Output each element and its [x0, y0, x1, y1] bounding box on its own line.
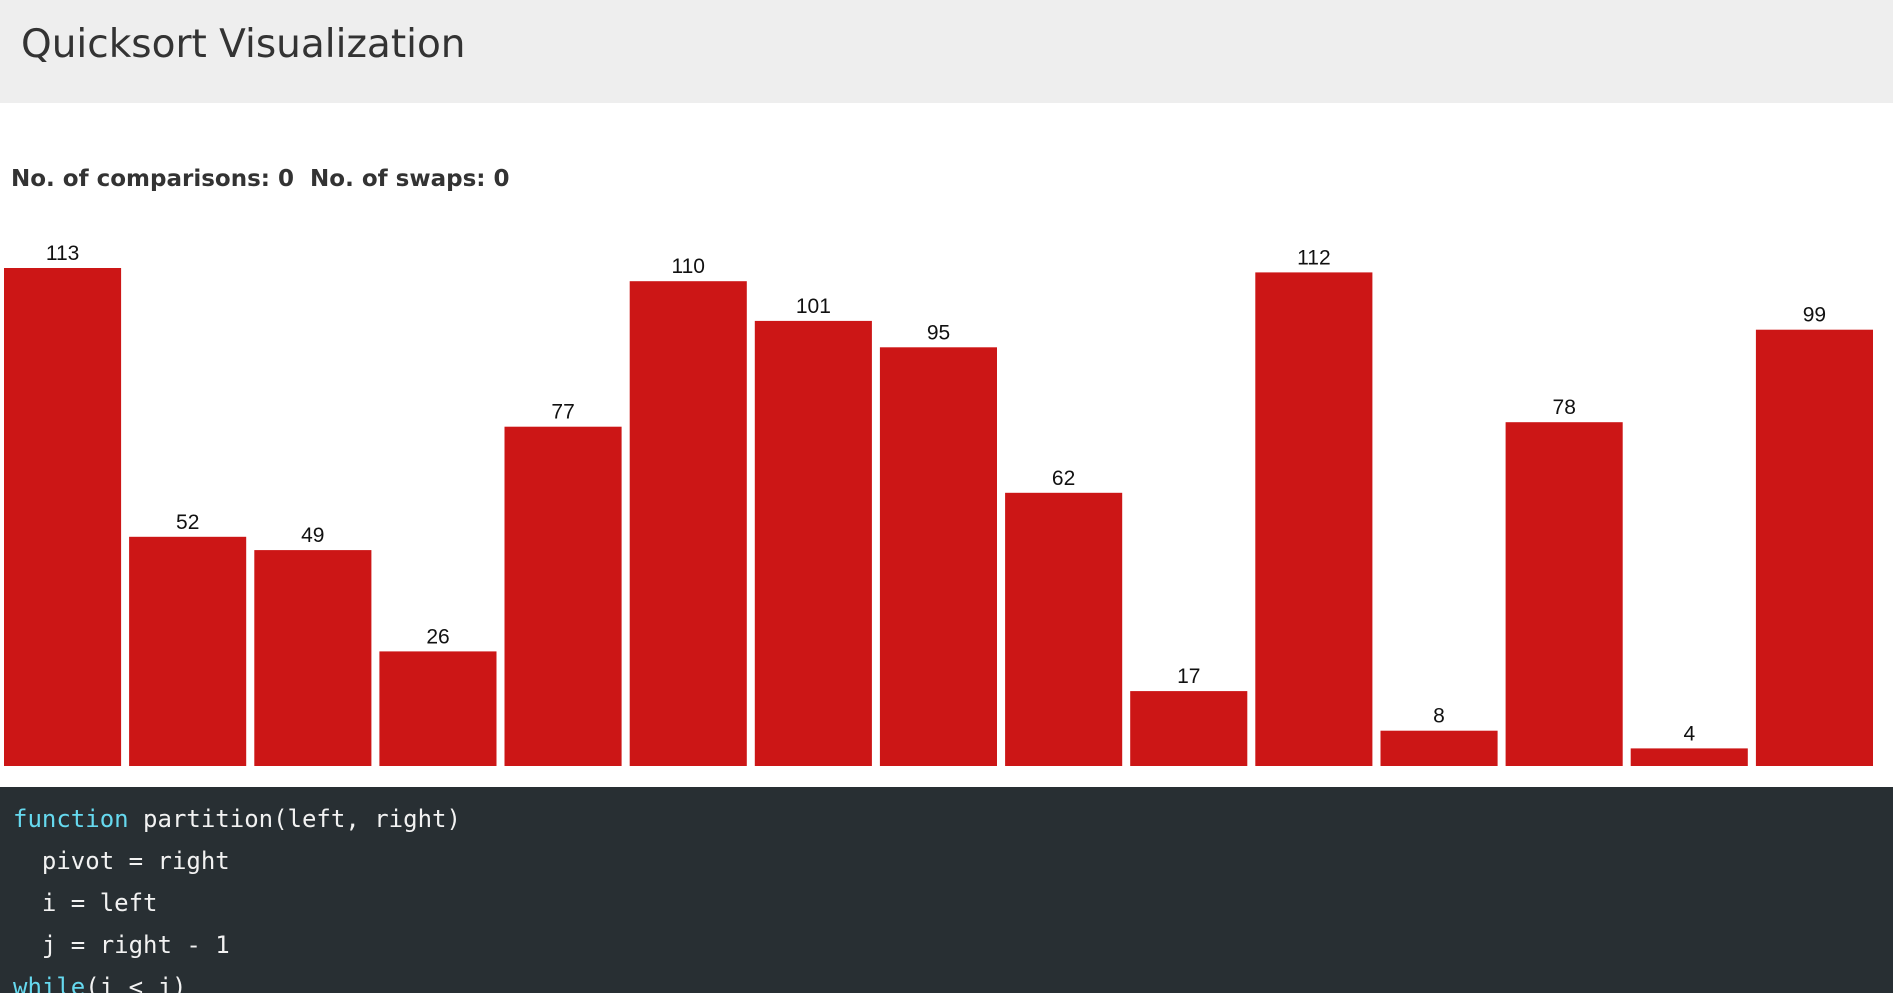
bar-value-label: 8	[1433, 705, 1445, 728]
bar	[629, 281, 747, 766]
bar-value-label: 62	[1052, 467, 1075, 490]
header-bar: Quicksort Visualization	[0, 0, 1893, 103]
bar	[254, 550, 372, 766]
code-text: (i < j)	[85, 973, 187, 993]
bar-value-label: 101	[796, 295, 831, 318]
bar-value-label: 113	[46, 242, 79, 265]
bar-chart: 113 52 49 26 77 110 101 95 62 17 112 8 78 4 99	[4, 242, 1873, 766]
bar-value-label: 26	[426, 625, 449, 648]
bar-value-label: 52	[176, 511, 199, 534]
code-line-5: while(i < j)	[13, 973, 186, 993]
bar-value-label: 99	[1803, 304, 1826, 327]
page-title: Quicksort Visualization	[21, 22, 466, 67]
code-text: partition(left, right)	[128, 805, 461, 833]
bar	[1755, 329, 1873, 766]
swaps-label: No. of swaps:	[310, 166, 486, 192]
comparisons-count: 0	[278, 166, 295, 192]
bar-value-label: 77	[551, 401, 574, 424]
bar-value-label: 78	[1553, 396, 1576, 419]
bar	[1630, 748, 1748, 766]
bar	[379, 651, 497, 766]
bar	[129, 536, 247, 766]
bar	[1380, 730, 1498, 766]
bar	[1505, 422, 1623, 766]
bar	[1255, 272, 1373, 766]
code-panel: function partition(left, right) pivot = …	[0, 787, 1893, 993]
bar	[4, 268, 122, 766]
bar	[879, 347, 997, 766]
stats-line: No. of comparisons: 0 No. of swaps: 0	[11, 166, 509, 192]
bar-value-label: 4	[1683, 722, 1695, 745]
bar-value-label: 110	[671, 255, 704, 278]
bar-value-label: 17	[1177, 665, 1200, 688]
bar-value-label: 95	[927, 321, 950, 344]
comparisons-label: No. of comparisons:	[11, 166, 270, 192]
code-line-4: j = right - 1	[13, 931, 230, 959]
bar	[1130, 691, 1248, 766]
code-keyword-function: function	[13, 805, 129, 833]
bar-value-label: 112	[1297, 246, 1330, 269]
code-line-1: function partition(left, right)	[13, 805, 461, 833]
code-line-2: pivot = right	[13, 847, 230, 875]
bar	[1005, 492, 1123, 766]
code-line-3: i = left	[13, 889, 158, 917]
swaps-count: 0	[493, 166, 510, 192]
bar	[754, 320, 872, 766]
code-keyword-while: while	[13, 973, 86, 993]
bar	[504, 426, 622, 766]
bar-value-label: 49	[301, 524, 324, 547]
